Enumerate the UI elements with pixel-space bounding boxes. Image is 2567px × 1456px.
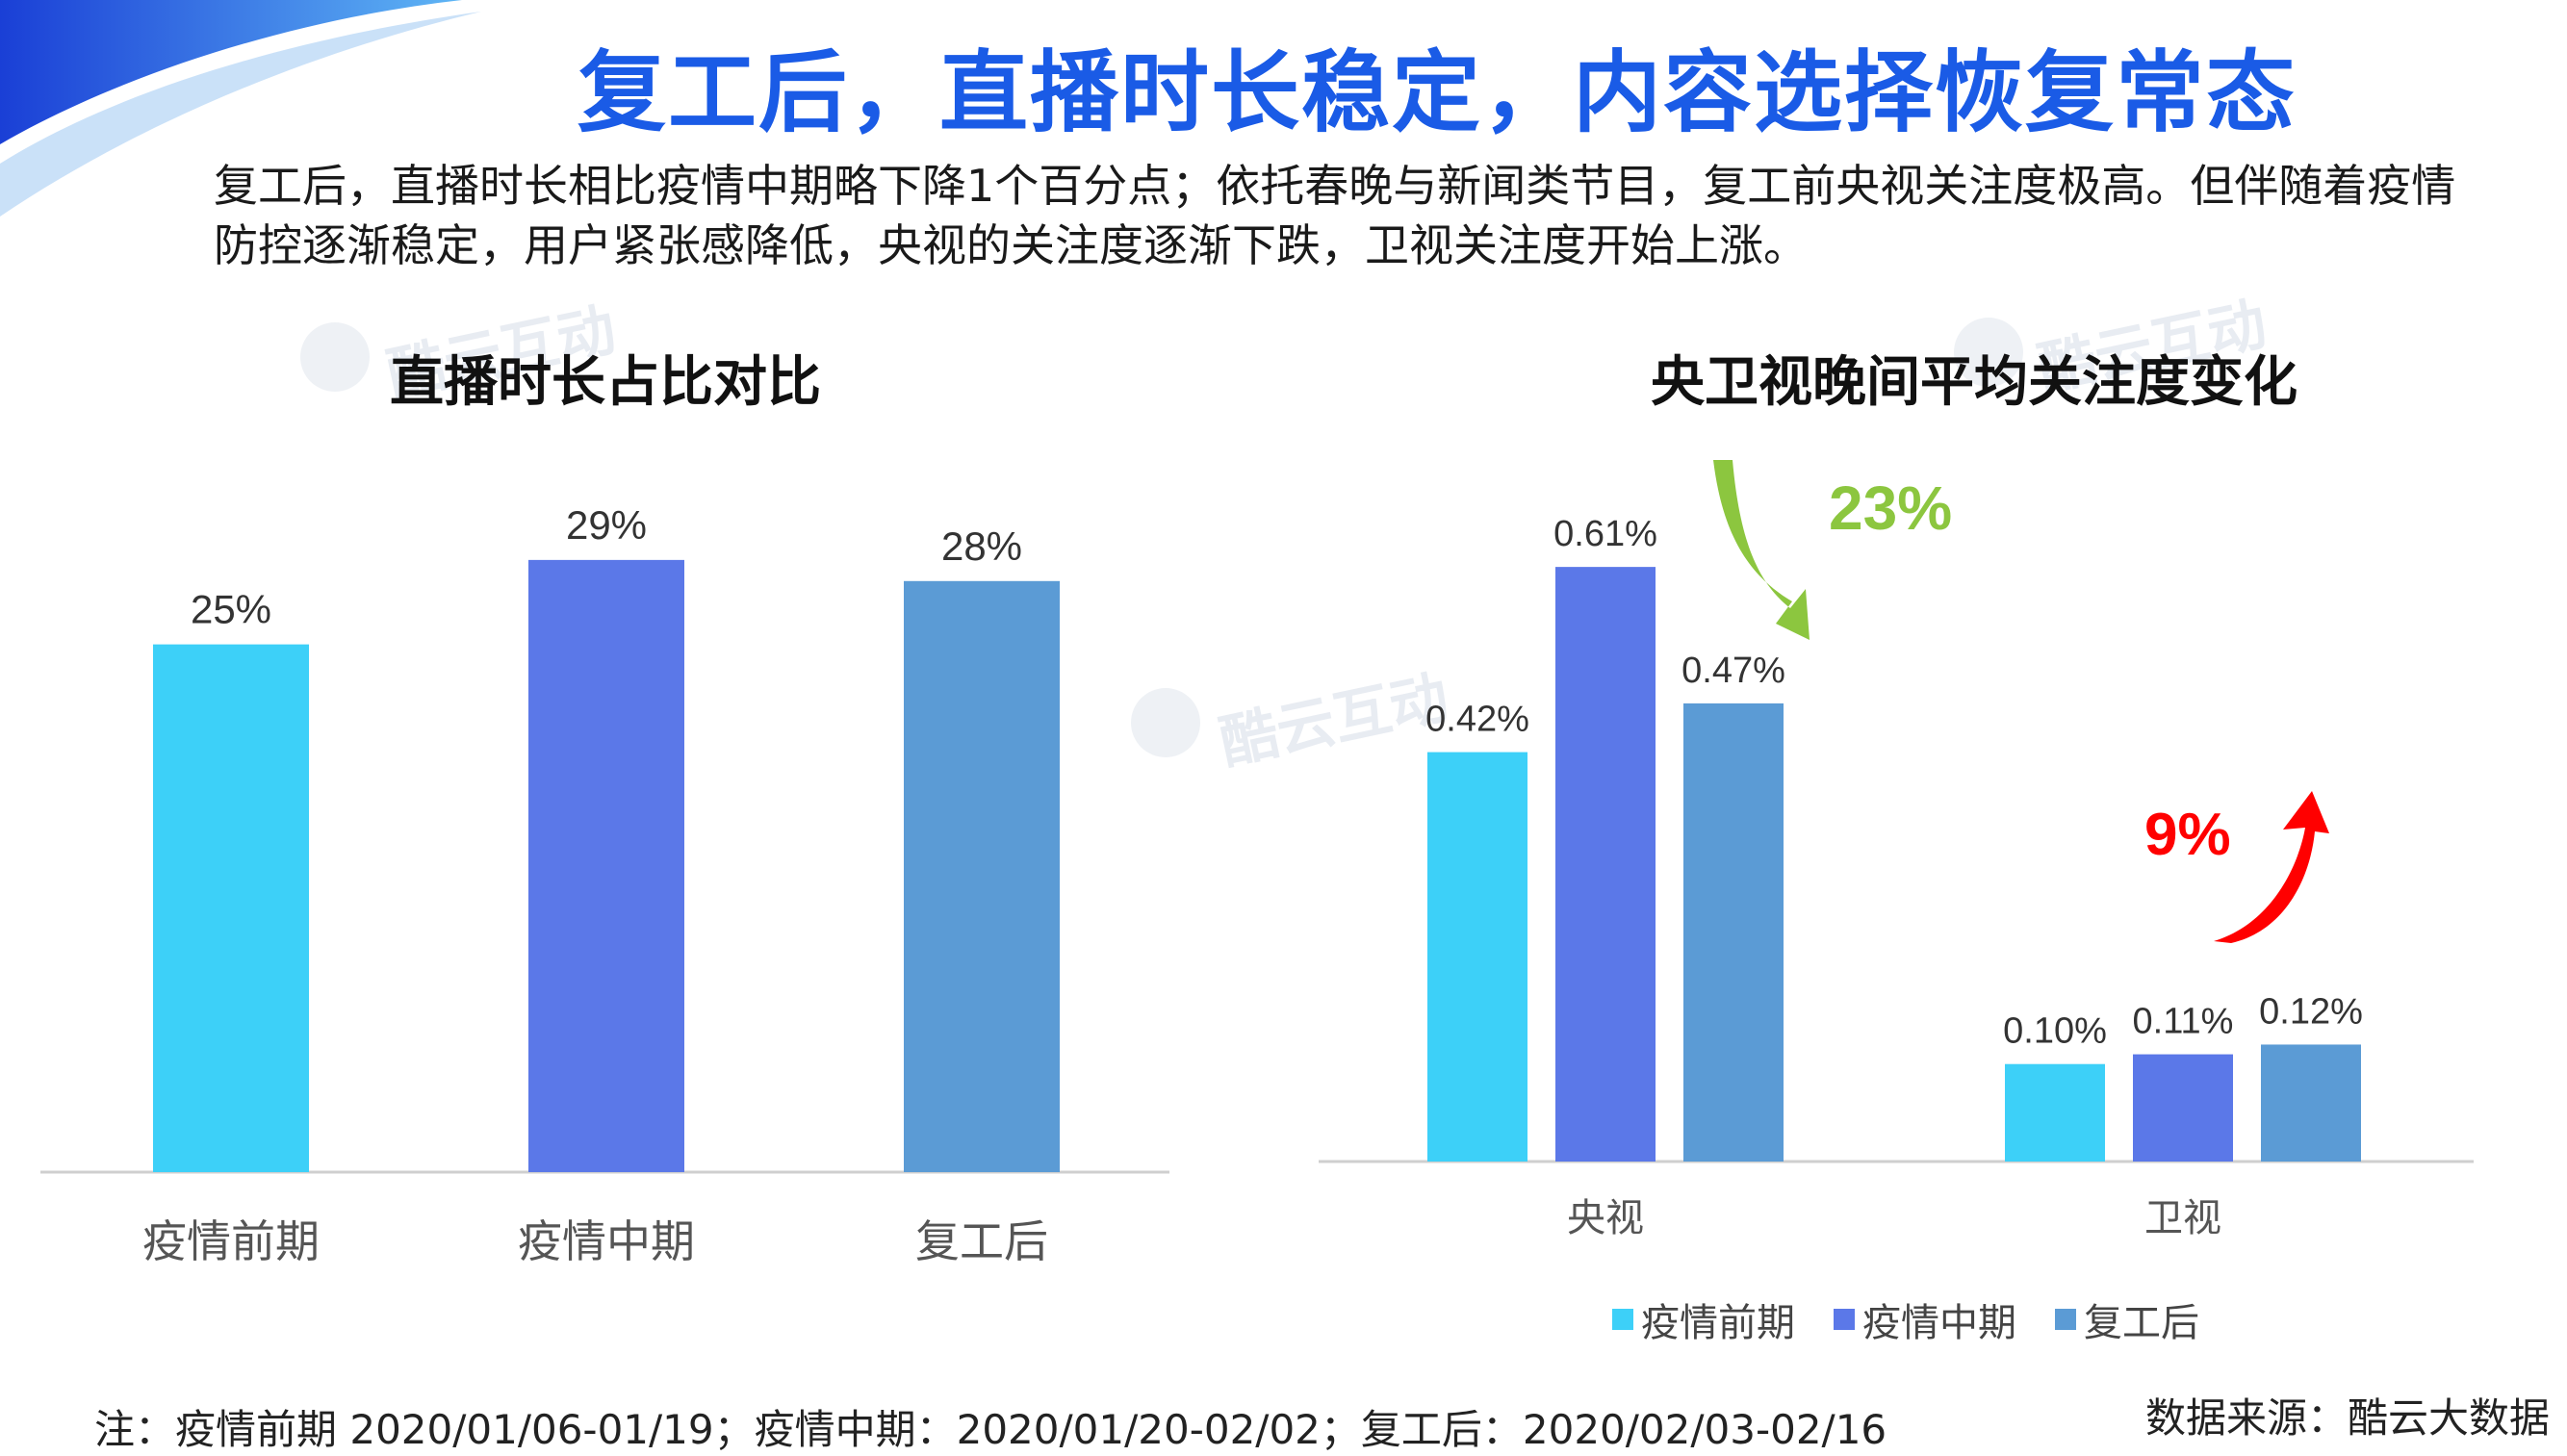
left-chart-title: 直播时长占比对比 <box>390 351 821 414</box>
data-label: 25% <box>191 587 271 632</box>
bar-2-3 <box>2261 1044 2361 1162</box>
watermark-logo-icon <box>1954 318 2023 387</box>
legend-item-2: 疫情中期 <box>1834 1291 2016 1347</box>
legend-swatch <box>2055 1309 2076 1330</box>
x-tick-label: 央视 <box>1567 1196 1644 1240</box>
annotation-decline: 23% <box>1829 473 1952 543</box>
bar-1-2 <box>1555 567 1656 1162</box>
bar-2-1 <box>2005 1063 2105 1162</box>
data-label: 0.42% <box>1425 700 1529 740</box>
bar-1-3 <box>1683 702 1784 1162</box>
legend-item-3: 复工后 <box>2055 1291 2199 1347</box>
down-arrow-icon <box>1713 460 1810 640</box>
intro-paragraph: 复工后，直播时长相比疫情中期略下降1个百分点；依托春晚与新闻类节目，复工前央视关… <box>214 160 2456 271</box>
data-source: 数据来源：酷云大数据 <box>2144 1394 2550 1442</box>
page-title: 复工后，直播时长稳定，内容选择恢复常态 <box>578 41 2297 144</box>
data-label: 0.47% <box>1681 651 1785 691</box>
legend-label: 复工后 <box>2084 1301 2199 1345</box>
legend-swatch <box>1612 1309 1633 1330</box>
bar-3 <box>904 580 1060 1172</box>
x-tick-label: 疫情中期 <box>518 1215 695 1267</box>
data-label: 28% <box>941 524 1022 569</box>
right-chart-title: 央卫视晚间平均关注度变化 <box>1651 351 2297 414</box>
x-tick-label: 疫情前期 <box>142 1215 320 1267</box>
corner-swoosh-decoration <box>0 0 481 217</box>
data-label: 29% <box>566 502 647 548</box>
data-label: 0.10% <box>2003 1011 2107 1052</box>
data-label: 0.61% <box>1553 514 1657 554</box>
legend-label: 疫情中期 <box>1862 1301 2016 1345</box>
bar-1 <box>153 644 309 1172</box>
data-label: 0.11% <box>2133 1002 2234 1042</box>
annotation-increase: 9% <box>2144 802 2231 868</box>
bar-2-2 <box>2133 1054 2233 1162</box>
legend-label: 疫情前期 <box>1641 1301 1795 1345</box>
watermark-logo-icon <box>300 322 370 392</box>
x-tick-label: 卫视 <box>2144 1196 2221 1240</box>
watermark-logo-icon <box>1131 688 1200 757</box>
legend-swatch <box>1834 1309 1855 1330</box>
legend-item-1: 疫情前期 <box>1612 1291 1795 1347</box>
bar-1-1 <box>1427 752 1527 1162</box>
up-arrow-icon <box>2214 791 2329 943</box>
footnote: 注：疫情前期 2020/01/06-01/19；疫情中期：2020/01/20-… <box>94 1406 1887 1453</box>
x-tick-label: 复工后 <box>915 1215 1048 1267</box>
data-label: 0.12% <box>2259 991 2363 1032</box>
bar-2 <box>528 559 684 1172</box>
